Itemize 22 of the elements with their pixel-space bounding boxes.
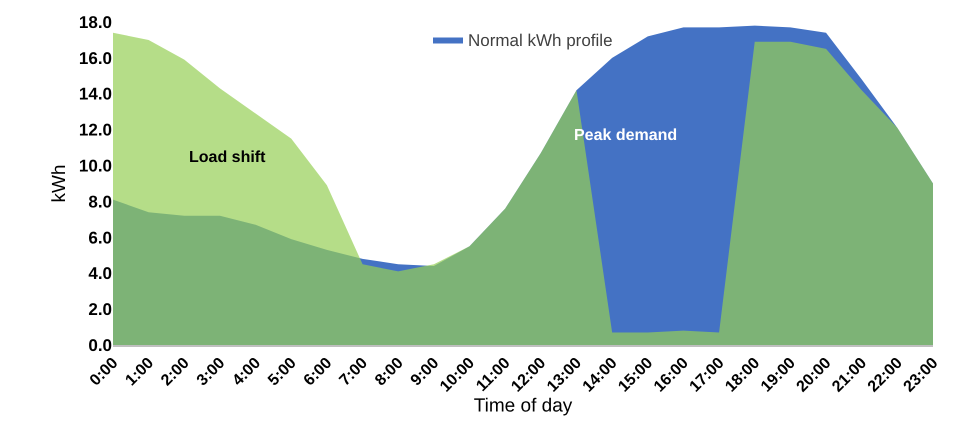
y-tick-label: 18.0	[78, 12, 112, 32]
y-tick-label: 2.0	[88, 300, 112, 320]
y-tick-label: 16.0	[78, 48, 112, 68]
y-tick-label: 6.0	[88, 228, 112, 248]
y-axis-title: kWh	[48, 164, 70, 202]
y-tick-label: 12.0	[78, 120, 112, 140]
y-tick-label: 0.0	[88, 336, 112, 355]
legend-label: Normal kWh profile	[468, 31, 613, 50]
x-tick-label: 3:00	[194, 354, 229, 390]
y-tick-label: 8.0	[88, 192, 112, 212]
x-tick-label: 4:00	[229, 354, 264, 390]
x-axis-title: Time of day	[474, 396, 573, 417]
annotation: Load shift	[189, 149, 266, 166]
y-tick-label: 4.0	[88, 264, 112, 284]
annotation: Peak demand	[574, 127, 678, 144]
x-tick-label: 0:00	[86, 354, 122, 390]
y-tick-label: 10.0	[78, 156, 112, 176]
x-tick-label: 6:00	[300, 354, 336, 390]
x-tick-label: 7:00	[336, 354, 372, 390]
x-tick-label: 5:00	[265, 354, 300, 390]
x-tick-label: 8:00	[372, 354, 407, 390]
y-tick-label: 14.0	[78, 84, 112, 104]
